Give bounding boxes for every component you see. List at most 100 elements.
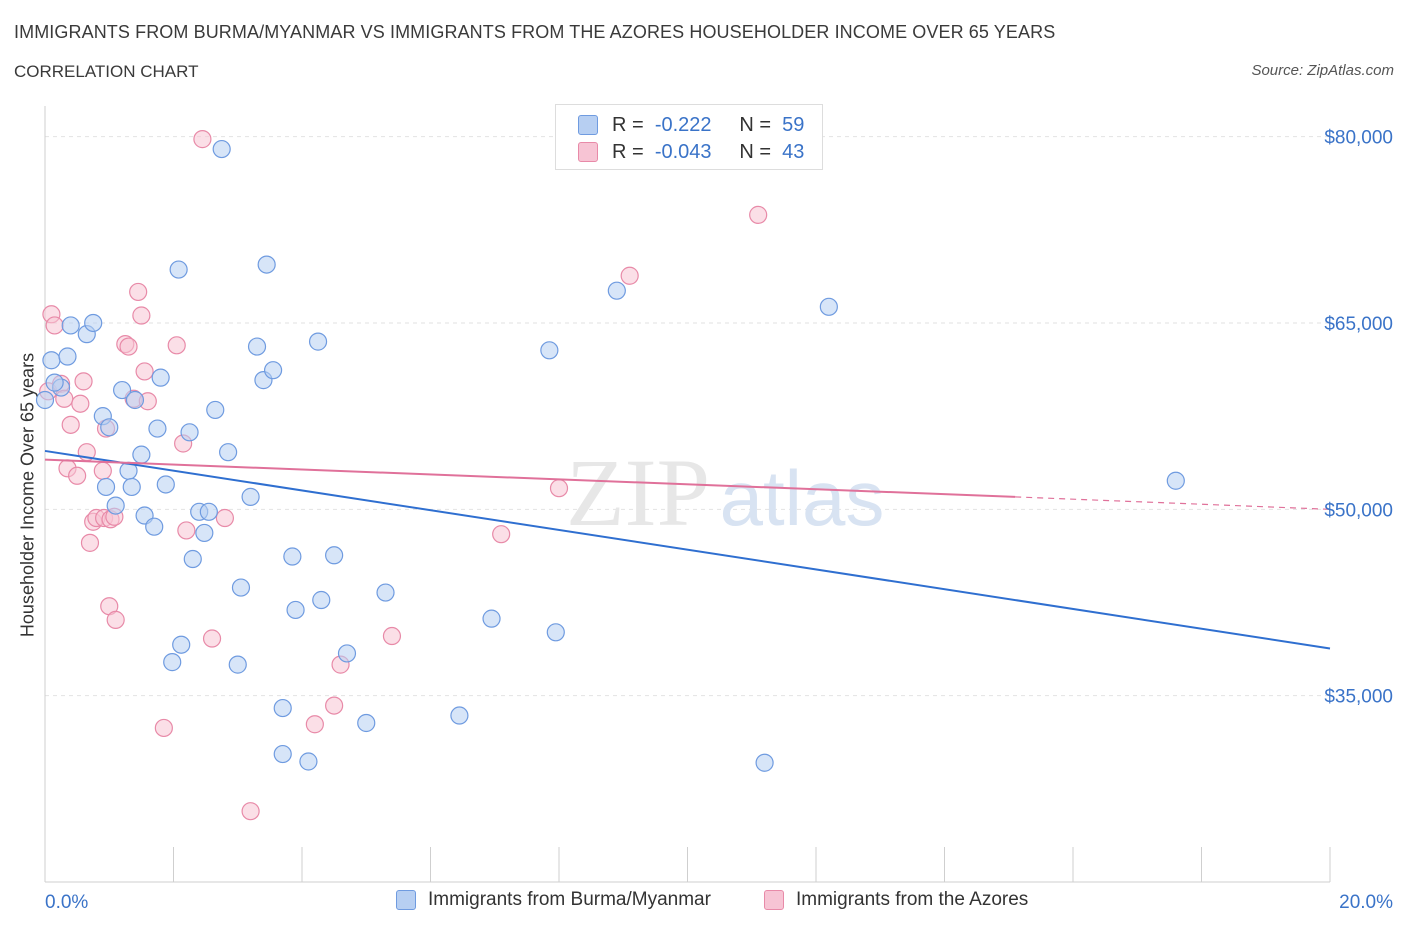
burma-point xyxy=(1166,471,1185,490)
azores-point xyxy=(106,610,125,629)
burma-point xyxy=(357,713,376,733)
y-tick-labels: $35,000 $50,000 $65,000 $80,000 xyxy=(1324,128,1393,708)
bottom-swatch-pink xyxy=(764,890,784,910)
source-label: Source: ZipAtlas.com xyxy=(1251,62,1394,79)
burma-point xyxy=(58,347,77,366)
legend-r-label: R = xyxy=(612,113,644,136)
azores-point xyxy=(167,336,186,355)
correlation-legend: R = -0.222 N = 59 R = -0.043 N = 43 xyxy=(555,104,823,170)
burma-point xyxy=(156,475,175,494)
azores-point xyxy=(119,337,138,356)
burma-point xyxy=(199,502,218,521)
azores-point xyxy=(492,525,511,544)
legend-n-label: N = xyxy=(739,140,772,163)
azores-trend-extension xyxy=(1015,496,1331,510)
legend-n-label: N = xyxy=(739,113,772,136)
azores-point xyxy=(129,282,148,302)
burma-point xyxy=(45,373,64,392)
burma-point xyxy=(180,423,199,442)
burma-trend-line xyxy=(44,449,1331,650)
burma-point xyxy=(755,753,774,772)
azores-point xyxy=(325,696,344,715)
burma-point xyxy=(450,706,469,725)
burma-point xyxy=(337,644,357,663)
azores-point xyxy=(132,306,151,325)
burma-point xyxy=(219,443,238,462)
burma-point xyxy=(84,313,103,333)
bottom-legend-label-burma: Immigrants from Burma/Myanmar xyxy=(428,889,711,910)
burma-point xyxy=(132,445,151,464)
bottom-legend-azores: Immigrants from the Azores xyxy=(764,889,1028,911)
gridlines xyxy=(45,136,1330,697)
burma-point xyxy=(376,583,395,602)
burma-point xyxy=(273,698,292,718)
legend-swatch-pink xyxy=(578,142,598,162)
y-tick-label: $35,000 xyxy=(1324,687,1393,708)
bottom-legend-label-azores: Immigrants from the Azores xyxy=(796,889,1029,910)
burma-point xyxy=(482,609,501,628)
azores-point xyxy=(749,205,768,224)
burma-point xyxy=(540,341,559,360)
trend-lines xyxy=(44,449,1331,650)
burma-point xyxy=(212,139,231,159)
azores-point xyxy=(135,362,154,381)
azores-point xyxy=(549,479,569,498)
burma-point xyxy=(122,477,141,497)
azores-point xyxy=(68,466,87,485)
burma-point xyxy=(231,578,251,597)
burma-point xyxy=(148,419,167,438)
azores-point xyxy=(154,718,173,738)
legend-row-burma: R = -0.222 N = 59 xyxy=(578,113,804,137)
legend-swatch-blue xyxy=(578,115,598,135)
azores-point xyxy=(215,508,234,528)
watermark-zip: ZIP xyxy=(566,439,710,546)
burma-point xyxy=(106,496,125,515)
burma-point xyxy=(145,517,164,536)
azores-point xyxy=(74,372,93,391)
y-tick-label: $80,000 xyxy=(1324,128,1393,149)
legend-row-azores: R = -0.043 N = 43 xyxy=(578,140,804,164)
burma-point xyxy=(273,744,292,764)
bottom-legend-burma: Immigrants from Burma/Myanmar xyxy=(396,889,711,911)
azores-point xyxy=(241,802,260,821)
burma-point xyxy=(112,380,132,400)
burma-point xyxy=(183,549,202,569)
chart-title: IMMIGRANTS FROM BURMA/MYANMAR VS IMMIGRA… xyxy=(14,22,1056,42)
azores-point xyxy=(177,521,196,540)
azores-point xyxy=(193,130,212,149)
series-azores-points xyxy=(39,130,768,821)
azores-point xyxy=(202,629,222,648)
axes xyxy=(44,106,1331,883)
burma-point xyxy=(308,332,328,351)
burma-point xyxy=(163,653,182,672)
burma-point xyxy=(263,361,283,380)
x-tick-label: 20.0% xyxy=(1339,892,1393,913)
legend-r-label: R = xyxy=(612,140,644,163)
azores-point xyxy=(93,461,112,480)
burma-point xyxy=(283,547,302,566)
burma-point xyxy=(299,752,318,771)
azores-point xyxy=(80,533,100,552)
y-tick-label: $65,000 xyxy=(1324,314,1393,335)
burma-point xyxy=(206,400,225,420)
burma-point xyxy=(61,316,80,335)
burma-point xyxy=(257,255,276,274)
azores-point xyxy=(620,266,639,285)
burma-point xyxy=(247,337,267,356)
burma-point xyxy=(42,351,61,370)
azores-point xyxy=(71,394,90,413)
legend-r-value: -0.222 xyxy=(654,113,712,136)
series-burma-points xyxy=(35,139,1185,772)
x-tick-label: 0.0% xyxy=(45,892,88,913)
azores-trend-line xyxy=(44,458,1016,498)
burma-point xyxy=(172,635,191,654)
burma-point xyxy=(125,390,145,410)
chart-subtitle: CORRELATION CHART xyxy=(14,62,199,81)
legend-n-value: 59 xyxy=(782,113,805,136)
y-tick-label: $50,000 xyxy=(1324,500,1393,521)
burma-point xyxy=(607,281,626,300)
burma-point xyxy=(169,260,188,279)
burma-point xyxy=(100,418,119,437)
burma-point xyxy=(35,390,55,410)
bottom-swatch-blue xyxy=(396,890,416,910)
